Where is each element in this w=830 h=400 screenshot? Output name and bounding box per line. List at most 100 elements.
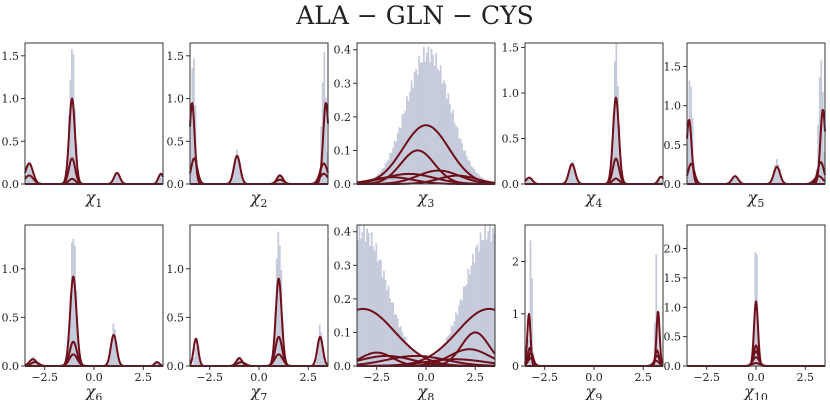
hist-bar [659, 180, 662, 184]
hist-bar [569, 164, 572, 184]
hist-bar [442, 80, 445, 184]
hist-bar [118, 176, 121, 184]
y-tick-label: 0.5 [664, 331, 682, 344]
hist-bar [28, 161, 30, 184]
axes-frame [189, 42, 329, 185]
axes-frame [356, 42, 496, 185]
hist-bar [484, 225, 487, 366]
hist-bar [430, 48, 433, 184]
hist-bar [488, 225, 491, 366]
hist-bar [413, 352, 416, 366]
hist-bar [818, 76, 821, 184]
hist-bar [318, 324, 321, 366]
hist-bar [493, 233, 496, 366]
hist-bar [422, 46, 425, 184]
hist-bar [234, 157, 237, 184]
density-curve-1 [24, 157, 164, 185]
hist-bar [817, 124, 820, 184]
density-curve-4 [189, 357, 329, 367]
hist-bar [823, 151, 826, 184]
y-tick-label: 0 [512, 360, 519, 373]
x-axis-label: χ2 [250, 188, 268, 210]
hist-bar [453, 321, 456, 366]
hist-bar [357, 240, 359, 366]
y-tick-label: 0.0 [664, 360, 682, 373]
hist-bar [161, 178, 164, 184]
density-curve-3 [686, 165, 826, 185]
hist-bar [464, 150, 467, 184]
hist-bar [441, 346, 444, 366]
x-axis-label: χ9 [585, 382, 603, 400]
hist-bar [370, 179, 373, 184]
x-tick-label: 2.5 [797, 371, 815, 384]
hist-bar [452, 325, 454, 366]
hist-bar [71, 242, 73, 366]
density-curve-2 [524, 351, 664, 367]
hist-bar [395, 141, 398, 184]
hist-bar [528, 178, 530, 184]
hist-bar [378, 259, 381, 366]
density-curve-3 [189, 174, 329, 185]
hist-bar [323, 361, 326, 366]
y-tick-label: 1.5 [664, 272, 682, 285]
hist-bar [361, 232, 364, 366]
y-tick-label: 0.3 [334, 259, 352, 272]
y-tick-label: 1.0 [664, 301, 682, 314]
hist-bar [196, 337, 198, 366]
hist-bar [384, 163, 387, 184]
hist-bar [115, 341, 118, 366]
hist-bar [459, 138, 462, 184]
hist-bar [396, 318, 399, 366]
hist-bar [32, 178, 35, 184]
hist-bar [278, 245, 281, 366]
x-axis-label: χ7 [250, 382, 268, 400]
hist-bar [734, 175, 737, 184]
hist-bar [432, 54, 434, 184]
hist-bar [72, 238, 75, 366]
hist-bar [390, 302, 393, 366]
density-curve-6 [189, 162, 329, 185]
hist-bar [193, 357, 195, 366]
hist-bar [438, 71, 441, 184]
hist-bar [567, 172, 570, 184]
density-curve-3 [524, 163, 664, 185]
hist-bar [277, 231, 280, 366]
hist-bar [31, 357, 33, 366]
x-axis-label: χ5 [747, 188, 765, 210]
hist-bar [777, 164, 780, 184]
hist-bar [461, 300, 464, 366]
density-curve-2 [189, 154, 329, 185]
x-tick-label: 0.0 [747, 371, 765, 384]
density-curve-6 [189, 335, 329, 367]
density-curve-2 [189, 353, 329, 367]
panel-chi-6: 0.0 0.5 1.0 −2.5 0.0 2.5 χ6 [2, 224, 164, 400]
hist-bar [390, 152, 393, 184]
panel-chi-5: 0.0 0.5 1.0 1.5 χ5 [664, 42, 826, 210]
y-tick-label: 0.0 [334, 178, 352, 191]
hist-bar [113, 176, 116, 184]
hist-bar [572, 161, 575, 184]
density-curve-1 [24, 340, 164, 367]
hist-bar [452, 109, 454, 184]
hist-bar [821, 92, 824, 184]
density-curve-0 [524, 96, 664, 185]
hist-bar [110, 338, 113, 366]
hist-bar [239, 355, 241, 366]
hist-bar [779, 169, 781, 184]
hist-bar [406, 342, 408, 366]
y-tick-label: 0.2 [334, 111, 352, 124]
x-tick-label: −2.5 [196, 371, 223, 384]
density-curve-0 [686, 118, 826, 185]
x-axis-label: χ8 [417, 382, 435, 400]
hist-bar [369, 245, 372, 366]
density-curve-0 [24, 97, 164, 185]
hist-bar [617, 86, 619, 184]
hist-bar [490, 241, 493, 366]
panel-chi-10: 0.0 0.5 1.0 1.5 2.0 −2.5 0.0 2.5 χ10 [664, 224, 826, 400]
y-tick-label: 0.5 [502, 133, 520, 146]
hist-bar [117, 353, 119, 366]
hist-bar [399, 127, 402, 184]
panel-chi-7: 0.0 0.5 1.0 −2.5 0.0 2.5 χ7 [167, 224, 329, 400]
hist-bar [426, 52, 428, 184]
hist-bar [67, 333, 70, 366]
